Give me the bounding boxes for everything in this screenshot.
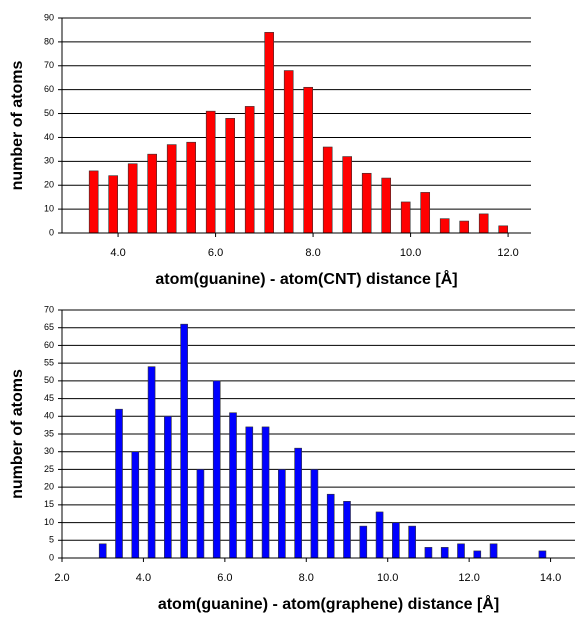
bar bbox=[244, 106, 255, 234]
y-axis-label: number of atoms bbox=[9, 61, 26, 191]
bar bbox=[342, 156, 353, 234]
y-tick-label: 20 bbox=[44, 180, 54, 190]
bar bbox=[440, 547, 449, 559]
bar bbox=[473, 550, 482, 559]
bar bbox=[294, 447, 302, 559]
y-tick-label: 65 bbox=[44, 322, 54, 332]
bar bbox=[147, 366, 156, 559]
bar bbox=[88, 170, 99, 234]
bar bbox=[392, 522, 400, 559]
bar bbox=[408, 525, 416, 559]
bar bbox=[459, 220, 470, 234]
bar bbox=[205, 110, 216, 234]
x-tick-label: 12.0 bbox=[497, 247, 518, 259]
x-tick-label: 4.0 bbox=[136, 572, 151, 584]
bar bbox=[225, 118, 235, 234]
bar bbox=[261, 426, 270, 559]
y-tick-label: 50 bbox=[44, 108, 54, 118]
x-tick-label: 6.0 bbox=[208, 247, 223, 259]
x-axis-label: atom(guanine) - atom(CNT) distance [Å] bbox=[155, 269, 457, 288]
x-tick-label: 8.0 bbox=[305, 247, 320, 259]
bar bbox=[538, 550, 547, 559]
y-tick-label: 5 bbox=[49, 535, 54, 545]
y-tick-label: 80 bbox=[44, 36, 54, 46]
x-tick-label: 2.0 bbox=[54, 572, 69, 584]
bar bbox=[147, 153, 157, 234]
y-tick-label: 50 bbox=[44, 375, 54, 385]
y-tick-label: 70 bbox=[44, 304, 54, 314]
bar bbox=[381, 177, 392, 234]
x-tick-label: 14.0 bbox=[540, 572, 561, 584]
bar bbox=[478, 213, 489, 234]
y-tick-label: 90 bbox=[44, 12, 54, 22]
bar bbox=[166, 144, 177, 234]
y-tick-label: 40 bbox=[44, 132, 54, 142]
x-tick-label: 12.0 bbox=[458, 572, 479, 584]
y-axis-label: number of atoms bbox=[9, 369, 26, 499]
bar bbox=[489, 543, 498, 559]
y-tick-label: 20 bbox=[44, 482, 54, 492]
y-tick-label: 55 bbox=[44, 358, 54, 368]
bar bbox=[310, 469, 319, 559]
x-tick-label: 6.0 bbox=[217, 572, 232, 584]
y-tick-label: 30 bbox=[44, 446, 54, 456]
bar bbox=[212, 380, 221, 559]
x-tick-label: 8.0 bbox=[299, 572, 314, 584]
bar bbox=[229, 412, 237, 559]
y-tick-label: 15 bbox=[44, 499, 54, 509]
bar bbox=[196, 469, 205, 559]
bar bbox=[115, 408, 123, 559]
y-tick-label: 30 bbox=[44, 156, 54, 166]
y-tick-label: 70 bbox=[44, 60, 54, 70]
bar bbox=[180, 323, 188, 559]
bar bbox=[164, 415, 172, 559]
bar bbox=[322, 146, 333, 234]
y-tick-label: 60 bbox=[44, 340, 54, 350]
bar bbox=[283, 70, 294, 234]
bar bbox=[420, 192, 431, 234]
bar bbox=[303, 86, 314, 234]
bar bbox=[361, 172, 372, 234]
bar bbox=[245, 426, 254, 559]
x-tick-label: 4.0 bbox=[110, 247, 125, 259]
x-axis-label: atom(guanine) - atom(graphene) distance … bbox=[158, 594, 499, 613]
bar bbox=[127, 163, 138, 234]
bar bbox=[186, 141, 196, 234]
bar bbox=[359, 525, 368, 559]
bar bbox=[375, 511, 384, 559]
y-tick-label: 0 bbox=[49, 552, 54, 562]
bar bbox=[108, 175, 118, 234]
bar bbox=[264, 32, 274, 234]
y-tick-label: 35 bbox=[44, 428, 54, 438]
y-tick-label: 25 bbox=[44, 464, 54, 474]
x-tick-label: 10.0 bbox=[377, 572, 398, 584]
bar bbox=[400, 201, 411, 234]
bar bbox=[131, 451, 140, 559]
bar bbox=[439, 218, 450, 234]
y-tick-label: 40 bbox=[44, 411, 54, 421]
bar bbox=[424, 547, 433, 559]
y-tick-label: 10 bbox=[44, 517, 54, 527]
bar bbox=[98, 543, 107, 559]
y-tick-label: 45 bbox=[44, 393, 54, 403]
x-tick-label: 10.0 bbox=[400, 247, 421, 259]
bar bbox=[498, 225, 509, 234]
y-tick-label: 10 bbox=[44, 203, 54, 213]
bar bbox=[457, 543, 465, 559]
y-tick-label: 60 bbox=[44, 84, 54, 94]
y-tick-label: 0 bbox=[49, 227, 54, 237]
bar bbox=[326, 493, 335, 559]
bar bbox=[278, 469, 286, 559]
bar bbox=[343, 501, 351, 559]
